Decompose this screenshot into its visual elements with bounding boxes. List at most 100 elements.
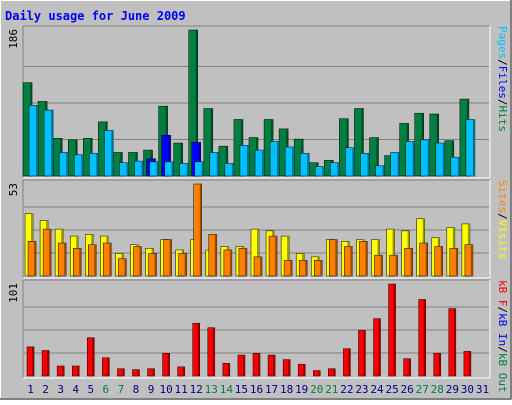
bar-shadow <box>199 184 202 276</box>
day-label: 29 <box>446 383 459 396</box>
bar-shadow <box>156 161 159 176</box>
y-max-label: 53 <box>7 183 20 196</box>
bar-shadow <box>365 241 368 276</box>
bar-shadow <box>352 147 355 176</box>
bar-shadow <box>378 318 381 376</box>
bar-shadow <box>260 256 262 276</box>
bar-shadow <box>195 30 198 176</box>
bar-shadow <box>392 229 395 276</box>
day-label: 19 <box>295 383 308 396</box>
bar-shadow <box>137 369 140 376</box>
bar-shadow <box>290 260 293 276</box>
legend-label: kB F/kB In/kB Out <box>496 280 509 393</box>
day-label: 13 <box>205 383 218 396</box>
day-label: 14 <box>220 383 234 396</box>
bar-shadow <box>408 358 411 376</box>
bar-shadow <box>109 243 112 276</box>
bar-shadow <box>111 130 114 176</box>
bar-shadow <box>92 337 95 376</box>
panel-visits-sites: 53 Sites/Visits <box>7 179 509 279</box>
day-label: 27 <box>416 383 429 396</box>
day-label: 18 <box>280 383 293 396</box>
bar-shadow <box>154 253 157 276</box>
legend-entry: Hits <box>496 106 509 133</box>
bar-shadow <box>79 248 82 276</box>
bar-shadow <box>47 350 50 376</box>
day-label: 11 <box>175 383 188 396</box>
bar-shadow <box>277 141 280 176</box>
bars-visits-sites <box>24 183 474 277</box>
bar-shadow <box>231 163 234 176</box>
bar-shadow <box>182 366 185 376</box>
day-label: 1 <box>27 383 34 396</box>
legend-separator: / <box>496 59 509 66</box>
legend-separator: / <box>496 213 509 220</box>
day-label: 7 <box>118 383 125 396</box>
day-label: 16 <box>250 383 263 396</box>
bar-shadow <box>376 137 379 176</box>
bar-shadow <box>201 161 204 176</box>
bar-shadow <box>141 161 144 176</box>
bars-hits-files-pages <box>22 29 476 177</box>
bar-shadow <box>412 141 415 176</box>
bar-shadow <box>64 243 67 276</box>
bar-shadow <box>126 162 129 176</box>
day-label: 9 <box>148 383 155 396</box>
bar-shadow <box>363 330 366 376</box>
bar-shadow <box>380 255 383 276</box>
bar-shadow <box>49 229 52 276</box>
y-max-label: 101 <box>7 283 20 303</box>
bar-shadow <box>139 246 142 276</box>
bar-shadow <box>307 153 310 176</box>
bar-shadow <box>216 152 219 176</box>
bar-shadow <box>212 327 215 376</box>
legend-entry: Files <box>496 66 509 99</box>
bar-shadow <box>32 346 35 376</box>
bar-shadow <box>335 239 338 276</box>
bar-shadow <box>440 246 443 276</box>
bar-shadow <box>453 308 456 376</box>
y-max-label: 186 <box>7 29 20 49</box>
day-label: 26 <box>401 383 414 396</box>
bar-shadow <box>367 153 370 176</box>
bar-shadow <box>258 353 260 376</box>
bar-shadow <box>34 241 37 276</box>
bars-kbytes <box>26 283 472 377</box>
bar-shadow <box>210 108 213 176</box>
bar-shadow <box>337 162 340 176</box>
bar-shadow <box>393 284 396 376</box>
day-label: 12 <box>190 383 203 396</box>
bar-shadow <box>438 353 441 376</box>
bar-shadow <box>171 161 174 176</box>
day-label: 22 <box>340 383 353 396</box>
day-label: 23 <box>355 383 368 396</box>
day-label: 15 <box>235 383 248 396</box>
bar-shadow <box>468 351 471 376</box>
bar-shadow <box>77 365 80 376</box>
bar-shadow <box>186 163 189 176</box>
bar-shadow <box>320 260 323 276</box>
bar-shadow <box>246 145 249 176</box>
bar-shadow <box>242 355 245 376</box>
day-label: 31 <box>476 383 489 396</box>
bar-shadow <box>214 234 217 276</box>
bar-shadow <box>455 248 458 276</box>
bar-shadow <box>427 139 430 176</box>
bar-shadow <box>273 355 276 376</box>
legend-entry: kB F <box>496 280 509 307</box>
bar-shadow <box>225 146 228 176</box>
day-label: 4 <box>72 383 79 396</box>
bar-shadow <box>348 348 351 376</box>
bar-shadow <box>288 359 291 376</box>
bar-shadow <box>198 142 201 176</box>
bar-shadow <box>361 108 364 176</box>
bar-shadow <box>96 153 99 176</box>
bar-shadow <box>124 258 127 276</box>
bar-shadow <box>457 157 460 176</box>
bar-shadow <box>275 236 278 276</box>
day-label: 24 <box>370 383 384 396</box>
day-label: 10 <box>159 383 172 396</box>
bar-shadow <box>94 244 97 276</box>
bar-shadow <box>227 363 230 376</box>
